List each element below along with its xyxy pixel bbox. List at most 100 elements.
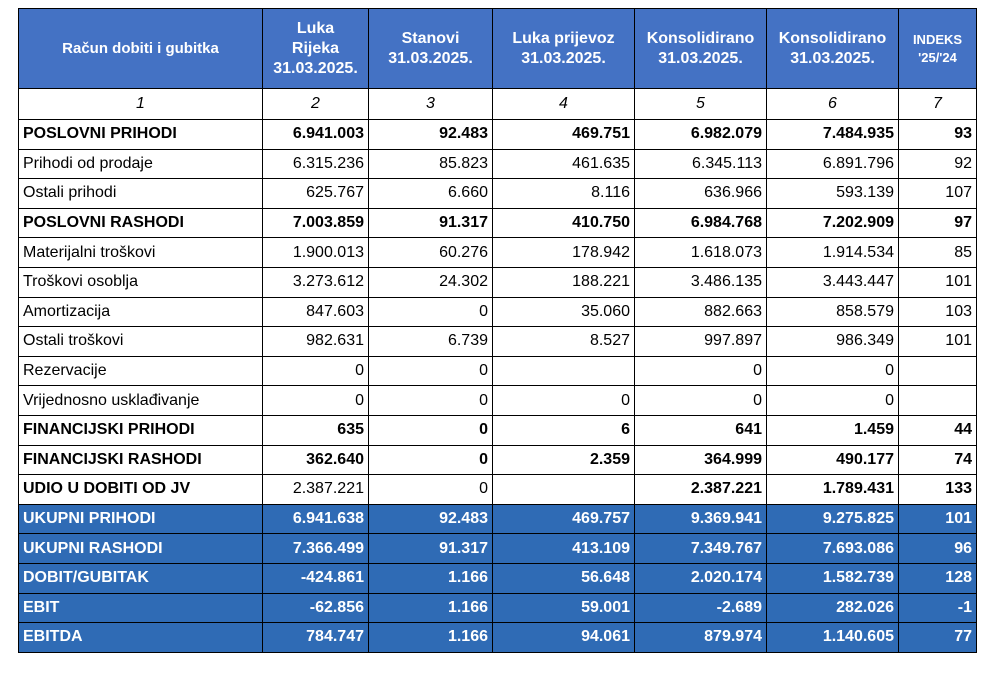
value-cell: 0 (634, 385, 767, 416)
table-row: UDIO U DOBITI OD JV 2.387.221 0 2.387.221 1.… (18, 474, 977, 505)
value-cell: 362.640 (262, 444, 369, 476)
table-row: POSLOVNI RASHODI 7.003.859 91.317 410.750 6.… (18, 207, 977, 239)
column-number: 4 (492, 88, 635, 120)
value-cell: 2.359 (492, 444, 635, 476)
value-cell: 91.317 (368, 207, 493, 239)
header-text: Konsolidirano (646, 29, 755, 47)
value-cell: 7.349.767 (634, 533, 767, 564)
row-label: FINANCIJSKI PRIHODI (18, 414, 263, 446)
value-cell: 282.026 (766, 592, 899, 624)
row-label: Materijalni troškovi (18, 237, 263, 268)
value-cell: 92 (898, 148, 977, 180)
value-cell: 77 (898, 622, 977, 653)
value-cell: 7.693.086 (766, 533, 899, 564)
value-cell: 7.366.499 (262, 533, 369, 564)
header-text: INDEKS (912, 31, 963, 47)
value-cell: 94.061 (492, 622, 635, 653)
row-label: UKUPNI RASHODI (18, 533, 263, 564)
header-text: Konsolidirano (778, 29, 887, 47)
value-cell: 6.982.079 (634, 119, 767, 150)
value-cell: 858.579 (766, 296, 899, 328)
value-cell: 0 (368, 414, 493, 446)
value-cell: 490.177 (766, 444, 899, 476)
value-cell: 56.648 (492, 562, 635, 594)
header-cell: Luka prijevoz 31.03.2025. (492, 8, 635, 89)
value-cell: 635 (262, 414, 369, 446)
header-text: Stanovi (401, 29, 460, 47)
header-cell: Konsolidirano 31.03.2025. (634, 8, 767, 89)
column-number: 3 (368, 88, 493, 120)
row-label: Ostali troškovi (18, 326, 263, 357)
table-row: Vrijednosno usklađivanje 0 0 0 0 0 (18, 385, 977, 416)
column-number: 6 (766, 88, 899, 120)
empty-cell (898, 385, 977, 416)
header-text: 31.03.2025. (521, 49, 606, 67)
value-cell: 1.914.534 (766, 237, 899, 268)
value-cell: 85 (898, 237, 977, 268)
header-cell: Račun dobiti i gubitka (18, 8, 263, 89)
income-statement-table: Račun dobiti i gubitka Luka Rijeka 31.03.20… (18, 8, 977, 653)
row-label: DOBIT/GUBITAK (18, 562, 263, 594)
table-row: Ostali troškovi 982.631 6.739 8.527 997.897 9… (18, 326, 977, 357)
value-cell: 1.900.013 (262, 237, 369, 268)
row-label: POSLOVNI RASHODI (18, 207, 263, 239)
value-cell: -2.689 (634, 592, 767, 624)
value-cell: 0 (368, 296, 493, 328)
value-cell: 91.317 (368, 533, 493, 564)
table-row: Amortizacija 847.603 0 35.060 882.663 858.579… (18, 296, 977, 328)
table-row: DOBIT/GUBITAK -424.861 1.166 56.648 2.020.17… (18, 562, 977, 594)
value-cell: 6.345.113 (634, 148, 767, 180)
value-cell: 7.003.859 (262, 207, 369, 239)
value-cell: 2.387.221 (634, 474, 767, 505)
value-cell: 2.020.174 (634, 562, 767, 594)
value-cell: 879.974 (634, 622, 767, 653)
value-cell: 413.109 (492, 533, 635, 564)
value-cell: 1.166 (368, 562, 493, 594)
table-row: Prihodi od prodaje 6.315.236 85.823 461.635… (18, 148, 977, 180)
value-cell: 35.060 (492, 296, 635, 328)
column-number: 2 (262, 88, 369, 120)
value-cell: 0 (262, 355, 369, 387)
value-cell: 128 (898, 562, 977, 594)
value-cell: 101 (898, 266, 977, 298)
value-cell: 6.941.638 (262, 503, 369, 535)
row-label: Troškovi osoblja (18, 266, 263, 298)
value-cell: 0 (368, 474, 493, 505)
value-cell: 0 (766, 355, 899, 387)
header-cell: Stanovi 31.03.2025. (368, 8, 493, 89)
value-cell: 101 (898, 326, 977, 357)
value-cell: 6 (492, 414, 635, 446)
value-cell: 60.276 (368, 237, 493, 268)
value-cell: 3.486.135 (634, 266, 767, 298)
value-cell: 6.660 (368, 178, 493, 209)
value-cell: 8.116 (492, 178, 635, 209)
row-label: Rezervacije (18, 355, 263, 387)
value-cell: 1.618.073 (634, 237, 767, 268)
column-number: 5 (634, 88, 767, 120)
header-text: 31.03.2025. (388, 49, 473, 67)
table-row: POSLOVNI PRIHODI 6.941.003 92.483 469.751 6.… (18, 119, 977, 150)
value-cell: 784.747 (262, 622, 369, 653)
value-cell: 9.275.825 (766, 503, 899, 535)
value-cell: 133 (898, 474, 977, 505)
value-cell: 6.984.768 (634, 207, 767, 239)
value-cell: 410.750 (492, 207, 635, 239)
value-cell: 85.823 (368, 148, 493, 180)
row-label: UDIO U DOBITI OD JV (18, 474, 263, 505)
row-label: POSLOVNI PRIHODI (18, 119, 263, 150)
value-cell: 59.001 (492, 592, 635, 624)
value-cell: 6.891.796 (766, 148, 899, 180)
value-cell: 625.767 (262, 178, 369, 209)
value-cell: 1.166 (368, 622, 493, 653)
table-row: Materijalni troškovi 1.900.013 60.276 178.9… (18, 237, 977, 268)
value-cell: 461.635 (492, 148, 635, 180)
value-cell: 1.459 (766, 414, 899, 446)
column-number: 7 (898, 88, 977, 120)
value-cell: 469.751 (492, 119, 635, 150)
table-row: UKUPNI RASHODI 7.366.499 91.317 413.109 7.34… (18, 533, 977, 564)
header-text: '25/'24 (918, 49, 957, 65)
header-text: Luka prijevoz (512, 29, 615, 47)
header-row: Račun dobiti i gubitka Luka Rijeka 31.03.20… (18, 8, 977, 89)
value-cell: 1.140.605 (766, 622, 899, 653)
column-number: 1 (18, 88, 263, 120)
